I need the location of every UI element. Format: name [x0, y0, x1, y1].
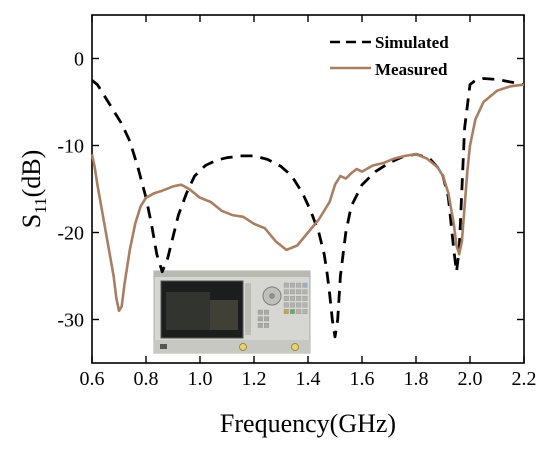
x-tick-label: 1.6 [350, 368, 375, 390]
keypad-key [296, 309, 302, 314]
keypad-key [257, 309, 263, 315]
keypad-key [257, 316, 263, 322]
keypad-key [302, 289, 308, 295]
series-measured-line [90, 83, 525, 313]
keypad-key [296, 282, 302, 288]
x-tick-labels: 0.6 0.8 1.0 1.2 1.4 1.6 1.8 2.0 2.2 [80, 368, 537, 390]
y-tick-label: -30 [57, 310, 84, 332]
series-layer [90, 77, 525, 339]
y-axis-label: S11(dB) [17, 150, 50, 229]
keypad-key [290, 296, 295, 301]
keypad-key [283, 289, 289, 295]
legend-simulated-label: Simulated [375, 33, 449, 52]
y-axis-label-main: S [17, 214, 46, 228]
x-tick-label: 1.0 [188, 368, 213, 390]
keypad-key [283, 309, 289, 314]
keypad-key [302, 309, 308, 314]
analyzer-power-button [160, 344, 167, 349]
keypad-key [290, 309, 295, 314]
keypad-key [264, 323, 269, 328]
y-tick-label: -10 [57, 136, 84, 158]
analyzer-softkey-column [245, 283, 251, 335]
x-tick-label: 1.2 [242, 368, 267, 390]
y-tick-label: 0 [74, 49, 84, 71]
axis-ticks [91, 15, 525, 363]
analyzer-bottom-strip [154, 340, 310, 353]
keypad-key [283, 282, 289, 288]
svg-text:S11(dB): S11(dB) [17, 150, 50, 229]
keypad-key [296, 302, 302, 308]
x-tick-label: 0.8 [134, 368, 159, 390]
x-tick-label: 2.2 [512, 368, 537, 390]
legend-measured-label: Measured [375, 60, 448, 79]
keypad-key [283, 296, 289, 301]
network-analyzer-photo [153, 270, 311, 354]
keypad-key [302, 302, 308, 308]
keypad-key [290, 302, 295, 308]
analyzer-port-1 [239, 343, 247, 351]
analyzer-screen-highlight [210, 300, 238, 330]
series-simulated-line [91, 77, 525, 339]
x-axis-label: Frequency(GHz) [220, 409, 396, 438]
keypad-key [290, 289, 295, 295]
x-tick-label: 0.6 [80, 368, 105, 390]
y-axis-label-subscript: 11 [31, 197, 50, 213]
y-tick-labels: 0 -10 -20 -30 [57, 49, 84, 332]
analyzer-keypad [257, 282, 308, 328]
keypad-key [283, 302, 289, 308]
x-tick-label: 2.0 [458, 368, 483, 390]
analyzer-screen-glare [166, 292, 210, 330]
x-tick-label: 1.4 [296, 368, 321, 390]
y-axis-label-unit: (dB) [17, 150, 46, 198]
keypad-key [302, 282, 308, 288]
x-tick-label: 1.8 [404, 368, 429, 390]
analyzer-top-strip [154, 271, 310, 277]
keypad-key [296, 289, 302, 295]
y-tick-label: -20 [57, 223, 84, 245]
keypad-key [257, 323, 263, 328]
keypad-key [264, 309, 269, 315]
keypad-key [296, 296, 302, 301]
legend: Simulated Measured [330, 33, 449, 79]
keypad-key [264, 316, 269, 322]
keypad-key [290, 282, 295, 288]
keypad-key [302, 296, 308, 301]
analyzer-knob-center [269, 293, 275, 299]
analyzer-port-2 [291, 343, 299, 351]
